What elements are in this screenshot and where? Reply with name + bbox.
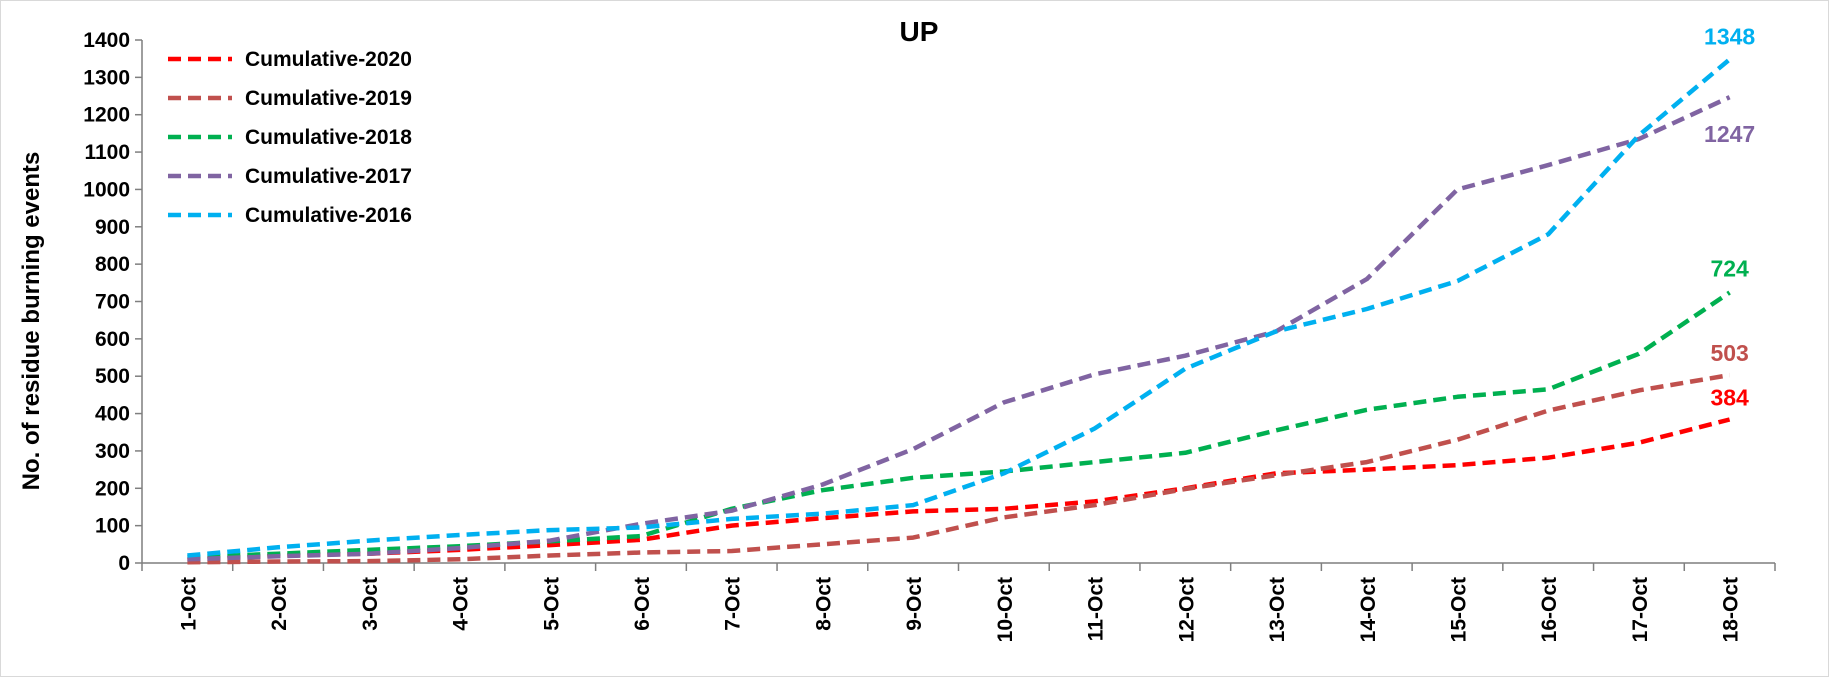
y-tick-label: 400 — [95, 403, 130, 426]
x-tick-label: 3-Oct — [359, 577, 382, 631]
x-tick-label: 7-Oct — [722, 577, 745, 631]
x-tick-label: 9-Oct — [903, 577, 926, 631]
y-tick-label: 600 — [95, 328, 130, 351]
legend-label: Cumulative-2016 — [245, 204, 412, 227]
y-tick-label: 800 — [95, 253, 130, 276]
chart-title: UP — [900, 16, 939, 47]
y-tick-label: 1000 — [83, 178, 130, 201]
series-line-cumulative-2017 — [187, 95, 1731, 562]
legend-label: Cumulative-2018 — [245, 126, 412, 149]
y-tick-label: 500 — [95, 365, 130, 388]
legend: Cumulative-2020 Cumulative-2019 Cumulative… — [168, 48, 412, 227]
y-tick-label: 1200 — [83, 104, 130, 127]
y-tick-label: 200 — [95, 477, 130, 500]
x-tick-label: 11-Oct — [1085, 577, 1108, 641]
y-tick-label: 900 — [95, 216, 130, 239]
end-label: 724 — [1710, 256, 1749, 282]
x-tick-label: 14-Oct — [1357, 577, 1380, 642]
y-tick-label: 700 — [95, 291, 130, 314]
y-tick-label: 300 — [95, 440, 130, 463]
y-tick-label: 100 — [95, 515, 130, 538]
x-axis: 1-Oct 2-Oct 3-Oct 4-Oct 5-Oct 6-Oct 7-Oct 8-Oct… — [141, 562, 1776, 642]
series-lines — [187, 57, 1732, 565]
x-tick-label: 2-Oct — [268, 577, 291, 631]
x-tick-label: 8-Oct — [812, 577, 835, 631]
y-tick-label: 1100 — [84, 141, 130, 164]
x-tick-label: 16-Oct — [1538, 577, 1561, 642]
series-line-cumulative-2020 — [187, 417, 1731, 563]
x-tick-label: 10-Oct — [994, 577, 1017, 642]
x-tick-label: 6-Oct — [631, 577, 654, 631]
legend-label: Cumulative-2017 — [245, 165, 412, 188]
x-tick-label: 18-Oct — [1720, 577, 1743, 642]
x-tick-label: 5-Oct — [540, 577, 563, 631]
end-label: 1247 — [1704, 121, 1755, 147]
y-tick-label: 1300 — [83, 66, 130, 89]
legend-label: Cumulative-2020 — [245, 48, 412, 71]
x-tick-label: 1-Oct — [177, 577, 200, 631]
y-tick-label: 1400 — [83, 29, 130, 52]
x-tick-label: 13-Oct — [1266, 577, 1289, 642]
x-tick-label: 15-Oct — [1447, 577, 1470, 642]
end-label: 503 — [1710, 340, 1748, 366]
x-tick-label: 17-Oct — [1629, 577, 1652, 642]
x-tick-label: 4-Oct — [450, 577, 473, 631]
y-axis-title: No. of residue burning events — [18, 152, 45, 491]
end-label: 384 — [1710, 385, 1749, 411]
series-line-cumulative-2016 — [187, 57, 1732, 558]
legend-label: Cumulative-2019 — [245, 87, 412, 110]
y-tick-label: 0 — [118, 552, 130, 575]
x-tick-label: 12-Oct — [1175, 577, 1198, 642]
end-label: 1348 — [1704, 23, 1755, 49]
y-axis: 0 100 200 300 400 500 600 700 800 900 1000 1100 1200… — [83, 29, 143, 575]
series-line-cumulative-2019 — [187, 372, 1730, 565]
end-labels: 384 503 724 1247 1348 — [1704, 23, 1755, 410]
